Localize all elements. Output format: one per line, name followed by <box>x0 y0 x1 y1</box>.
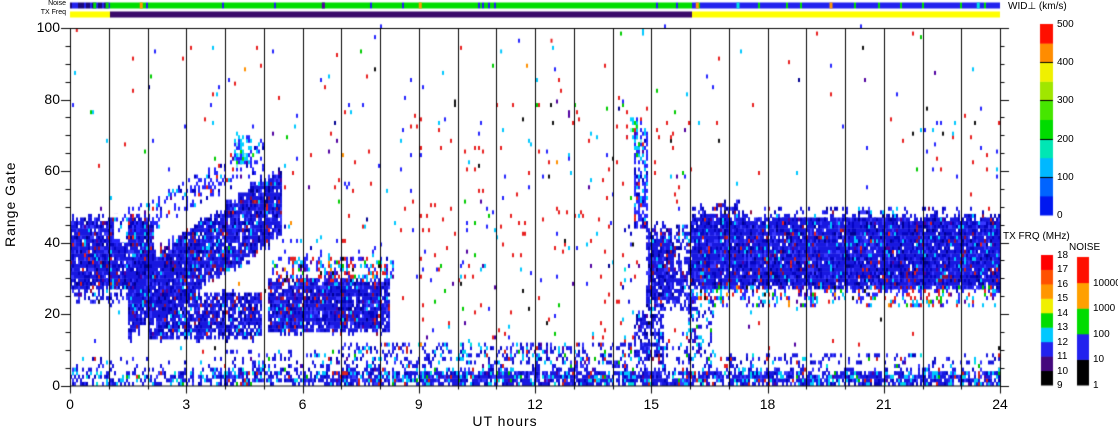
y-axis-title: Range Gate <box>2 161 18 248</box>
tx-colorbar-tick-label: 9 <box>1057 380 1063 391</box>
y-axis-tick-label: 60 <box>44 162 60 178</box>
x-axis-tick-label: 12 <box>527 396 543 412</box>
y-axis-tick-label: 0 <box>52 376 60 393</box>
y-axis-tick-label: 100 <box>36 19 60 35</box>
tx-colorbar-tick-label: 15 <box>1057 293 1069 305</box>
tx-colorbar-tick-label: 11 <box>1057 351 1068 363</box>
noise-colorbar-tick-label: 1 <box>1093 380 1099 391</box>
wid-colorbar-tick-label: 300 <box>1057 95 1074 107</box>
x-axis-tick-label: 9 <box>414 396 423 412</box>
y-axis-tick-label: 20 <box>44 305 60 321</box>
y-axis-tick-label: 40 <box>44 233 60 250</box>
x-axis-tick-label: 3 <box>182 396 191 412</box>
x-axis-tick-label: 0 <box>66 396 74 412</box>
x-axis-tick-label: 18 <box>759 396 776 412</box>
x-axis-title: UT hours <box>472 413 538 429</box>
tx-colorbar-tick-label: 17 <box>1057 264 1069 276</box>
x-axis-tick-label: 6 <box>298 396 307 412</box>
txfrq-colorbar-title: TX FRQ (MHz) <box>1003 231 1070 242</box>
x-axis-tick-label: 24 <box>992 396 1008 412</box>
noise-colorbar-title: NOISE <box>1069 242 1101 253</box>
wid-colorbar-tick-label: 0 <box>1057 210 1063 221</box>
wid-colorbar-tick-label: 200 <box>1057 133 1074 145</box>
wid-colorbar-tick-label: 100 <box>1057 171 1074 183</box>
tx-colorbar-tick-label: 16 <box>1057 278 1069 290</box>
y-axis-tick-label: 80 <box>44 90 60 107</box>
noise-colorbar-tick-label: 10 <box>1093 354 1105 366</box>
wid-colorbar-tick-label: 400 <box>1057 57 1074 69</box>
wid-colorbar-tick-label: 500 <box>1057 19 1074 30</box>
tx-colorbar-tick-label: 12 <box>1057 336 1069 348</box>
tx-colorbar-tick-label: 13 <box>1057 322 1069 334</box>
noise-strip-label: Noise <box>48 0 66 7</box>
noise-colorbar-tick-label: 1000 <box>1093 303 1116 315</box>
txfreq-strip-label: TX Freq <box>40 9 66 16</box>
tx-colorbar-tick-label: 10 <box>1057 365 1069 377</box>
x-axis-tick-label: 21 <box>875 396 892 412</box>
tx-colorbar-tick-label: 14 <box>1057 307 1069 319</box>
x-axis-tick-label: 15 <box>643 396 660 412</box>
wid-colorbar-title: WID⊥ (km/s) <box>1008 1 1067 12</box>
tx-colorbar-tick-label: 18 <box>1057 250 1069 261</box>
noise-colorbar-tick-label: 100 <box>1093 328 1110 340</box>
